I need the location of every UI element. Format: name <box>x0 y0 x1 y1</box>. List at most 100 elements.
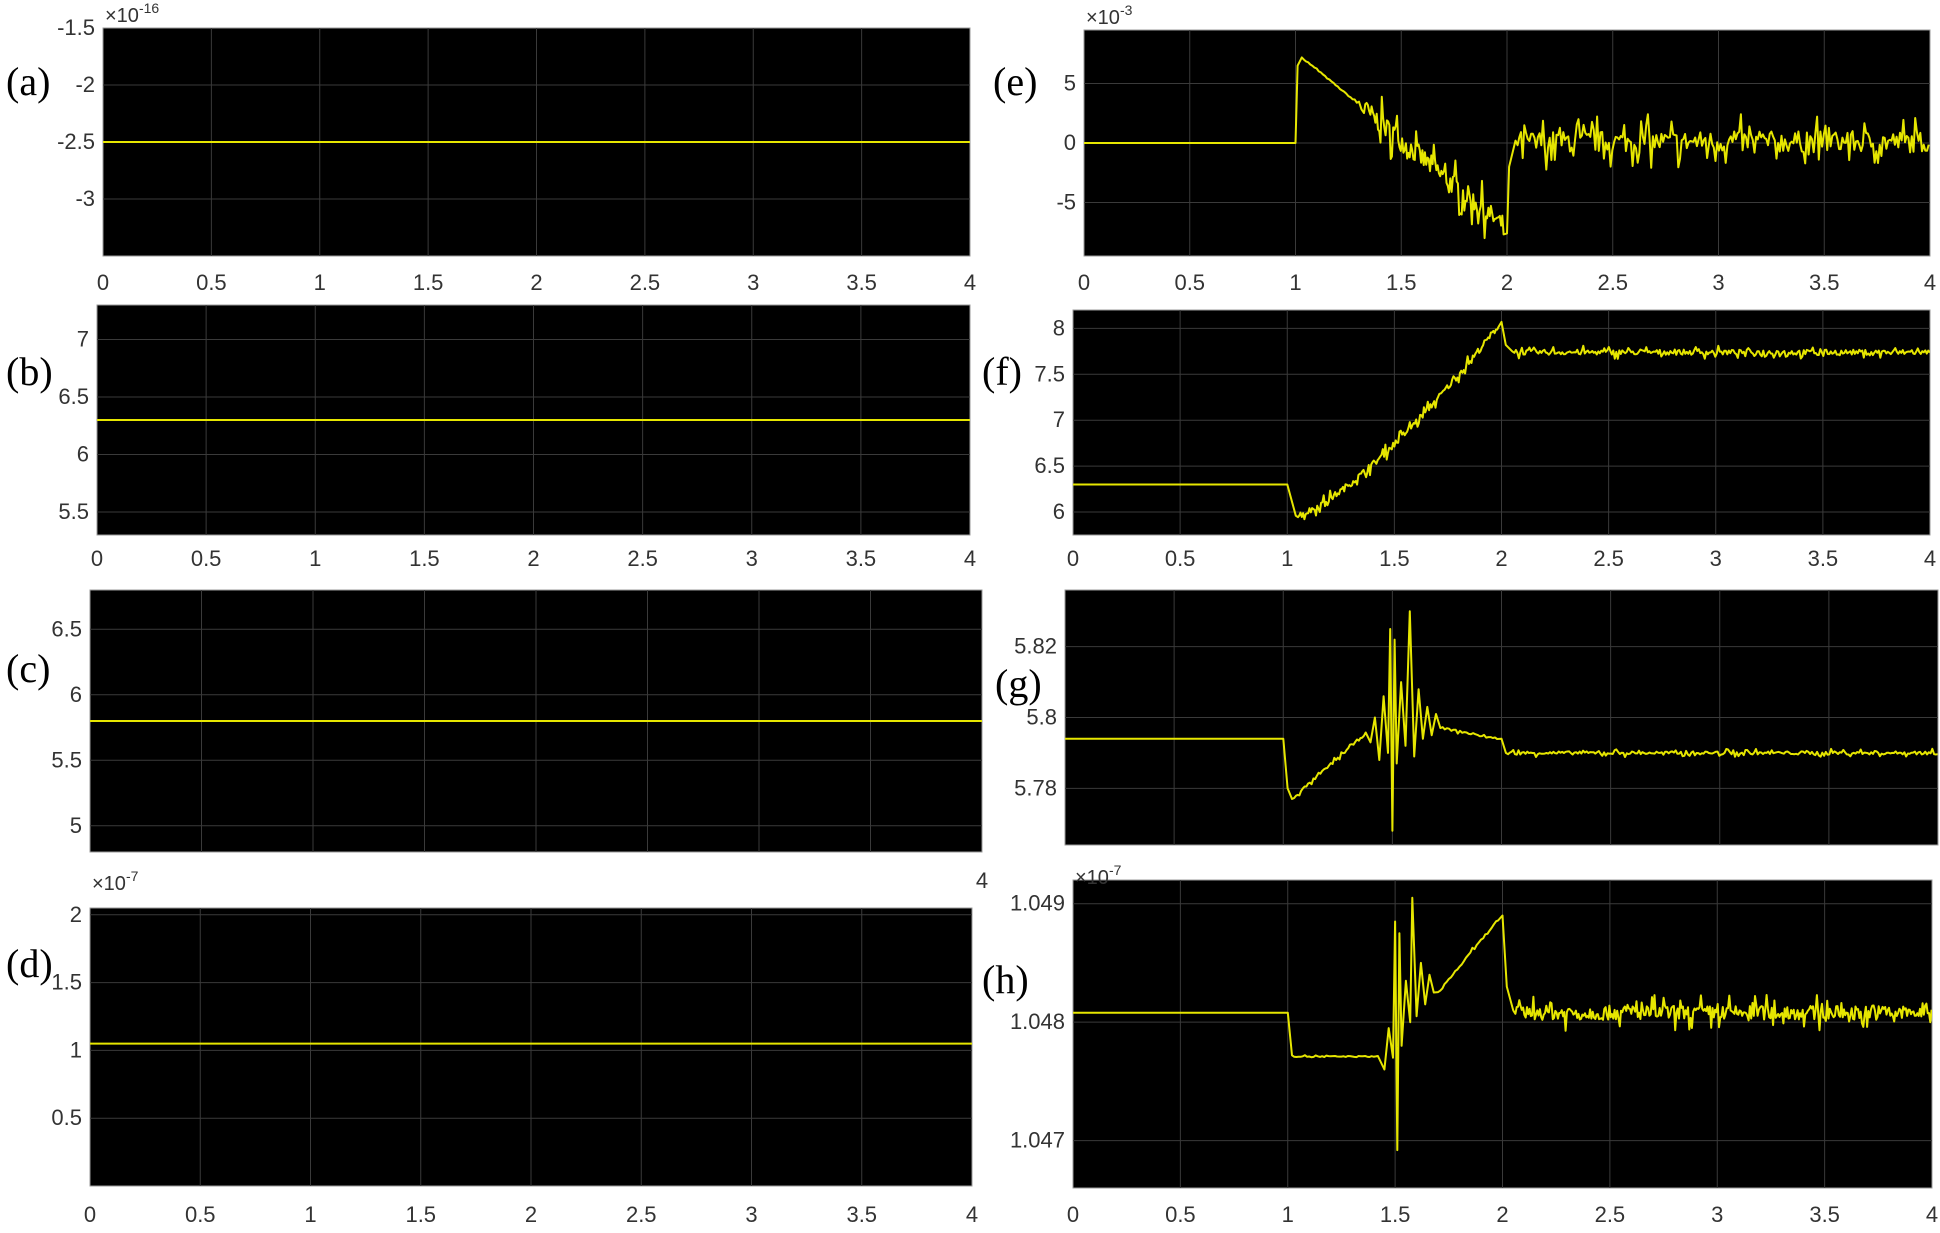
panel-d: 0.5 1 1.5 2 0 0.5 1 1.5 2 2.5 3 3.5 4 ×10-7 (d) <box>6 868 978 1227</box>
y-tick-label: 6.5 <box>1034 453 1065 478</box>
panel-h: 1.047 1.048 1.049 0 0.5 1 1.5 2 2.5 3 3.5 4 ×10-7 (h) <box>982 862 1938 1227</box>
x-tick-label: 0.5 <box>185 1202 216 1227</box>
panel-label-c: (c) <box>6 646 50 691</box>
panel-b: 5.5 6 6.5 7 0 0.5 1 1.5 2 2.5 3 3.5 4 (b) <box>6 304 976 571</box>
y-tick-label: -2 <box>75 72 95 97</box>
x-tick-label: 3.5 <box>846 1202 877 1227</box>
y-tick-label: 1.047 <box>1010 1128 1065 1153</box>
x-tick-label: 1 <box>1282 1202 1294 1227</box>
y-tick-label: 5.5 <box>51 747 82 772</box>
x-tick-label: 3.5 <box>846 270 877 295</box>
panel-label-g: (g) <box>995 661 1042 706</box>
x-tick-label: 3.5 <box>1808 546 1839 571</box>
y-tick-label: 5 <box>1064 71 1076 96</box>
x-tick-label: 3 <box>1711 1202 1723 1227</box>
panel-label-b: (b) <box>6 349 53 394</box>
x-tick-label: 3.5 <box>846 546 877 571</box>
x-tick-label: 2 <box>1495 546 1507 571</box>
x-tick-label: 1 <box>1281 546 1293 571</box>
panel-f: 6 6.5 7 7.5 8 0 0.5 1 1.5 2 2.5 3 3.5 4 (f) <box>982 309 1936 571</box>
x-tick-label: 3 <box>745 1202 757 1227</box>
y-tick-label: 6 <box>1053 499 1065 524</box>
x-tick-label: 2 <box>530 270 542 295</box>
x-tick-label: 1 <box>304 1202 316 1227</box>
panel-label-a: (a) <box>6 59 50 104</box>
x-tick-label: 1.5 <box>413 270 444 295</box>
y-tick-label: -5 <box>1056 189 1076 214</box>
series-line-g <box>1065 610 1938 832</box>
y-tick-label: 5.8 <box>1026 705 1057 730</box>
x-tick-label: 0 <box>1067 546 1079 571</box>
x-tick-label: 0 <box>84 1202 96 1227</box>
x-tick-label: 3 <box>746 546 758 571</box>
y-tick-label: 1.049 <box>1010 891 1065 916</box>
panel-c: 5 5.5 6 6.5 4 (c) <box>6 589 988 893</box>
y-tick-label: -2.5 <box>57 129 95 154</box>
x-tick-label: 0.5 <box>191 546 222 571</box>
x-tick-label: 3 <box>747 270 759 295</box>
x-tick-label: 2.5 <box>627 546 658 571</box>
x-tick-label: 2.5 <box>1597 270 1628 295</box>
axis-exponent: ×10-7 <box>92 868 139 895</box>
y-tick-label: 2 <box>70 902 82 927</box>
y-tick-label: -1.5 <box>57 15 95 40</box>
x-tick-label: 4 <box>964 270 976 295</box>
x-tick-label: 2 <box>1501 270 1513 295</box>
x-tick-label: 1.5 <box>1386 270 1417 295</box>
y-tick-label: 5.78 <box>1014 775 1057 800</box>
x-tick-label: 4 <box>964 546 976 571</box>
x-tick-label: 3.5 <box>1809 1202 1840 1227</box>
x-tick-label: 1.5 <box>1379 546 1410 571</box>
x-tick-label: 4 <box>1924 270 1936 295</box>
x-tick-label: 4 <box>976 868 988 893</box>
x-tick-label: 4 <box>1926 1202 1938 1227</box>
x-tick-label: 1.5 <box>405 1202 436 1227</box>
x-tick-label: 2 <box>525 1202 537 1227</box>
y-tick-label: 5.5 <box>58 499 89 524</box>
x-tick-label: 1.5 <box>409 546 440 571</box>
x-tick-label: 4 <box>966 1202 978 1227</box>
x-tick-label: 0.5 <box>1165 546 1196 571</box>
y-tick-label: 0 <box>1064 130 1076 155</box>
y-tick-label: 6.5 <box>58 384 89 409</box>
panel-label-e: (e) <box>993 59 1037 104</box>
y-tick-label: 7.5 <box>1034 361 1065 386</box>
x-tick-label: 0 <box>1078 270 1090 295</box>
y-tick-label: 5.82 <box>1014 634 1057 659</box>
axis-exponent: ×10-16 <box>105 0 159 27</box>
x-tick-label: 0 <box>97 270 109 295</box>
axis-exponent: ×10-3 <box>1086 2 1133 29</box>
x-tick-label: 0.5 <box>1174 270 1205 295</box>
x-tick-label: 2 <box>527 546 539 571</box>
series-line-e <box>1084 56 1930 240</box>
y-tick-label: 6 <box>70 682 82 707</box>
x-tick-label: 2.5 <box>1595 1202 1626 1227</box>
x-tick-label: 3 <box>1712 270 1724 295</box>
y-tick-label: 1 <box>70 1037 82 1062</box>
x-tick-label: 2.5 <box>1593 546 1624 571</box>
y-tick-label: 7 <box>1053 407 1065 432</box>
y-tick-label: 0.5 <box>51 1105 82 1130</box>
panel-a: -3 -2.5 -2 -1.5 0 0.5 1 1.5 2 2.5 3 3.5 4 ×10-16 (a) <box>6 0 976 295</box>
x-tick-label: 0.5 <box>196 270 227 295</box>
axis-exponent: ×10-7 <box>1075 862 1122 889</box>
y-tick-label: 6 <box>77 442 89 467</box>
x-tick-label: 3.5 <box>1809 270 1840 295</box>
x-tick-label: 0 <box>91 546 103 571</box>
x-tick-label: 1 <box>309 546 321 571</box>
y-tick-label: 5 <box>70 813 82 838</box>
x-tick-label: 4 <box>1924 546 1936 571</box>
x-tick-label: 1.5 <box>1380 1202 1411 1227</box>
panel-label-h: (h) <box>982 957 1029 1002</box>
x-tick-label: 1 <box>314 270 326 295</box>
y-tick-label: 6.5 <box>51 616 82 641</box>
x-tick-label: 2.5 <box>630 270 661 295</box>
y-tick-label: 1.048 <box>1010 1009 1065 1034</box>
x-tick-label: 2 <box>1496 1202 1508 1227</box>
y-tick-label: 7 <box>77 327 89 352</box>
y-tick-label: -3 <box>75 186 95 211</box>
series-line-f <box>1073 320 1930 521</box>
x-tick-label: 0.5 <box>1165 1202 1196 1227</box>
x-tick-label: 1 <box>1289 270 1301 295</box>
